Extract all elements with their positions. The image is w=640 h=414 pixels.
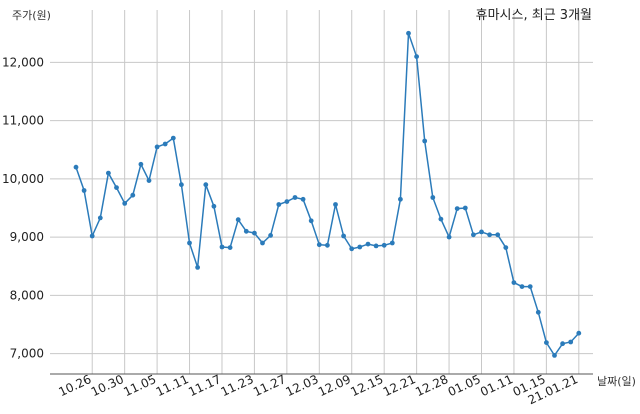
data-point xyxy=(284,199,290,205)
data-point xyxy=(170,135,176,141)
data-point xyxy=(398,196,403,202)
data-point xyxy=(195,265,201,270)
data-point xyxy=(227,245,233,251)
data-point xyxy=(325,242,330,248)
data-point xyxy=(268,233,273,238)
y-tick-label: 11,000 xyxy=(2,114,44,128)
data-point xyxy=(292,195,298,200)
data-point xyxy=(471,232,476,238)
y-tick-label: 7,000 xyxy=(10,347,44,361)
data-point xyxy=(73,164,79,170)
data-point xyxy=(454,206,460,212)
data-point xyxy=(576,330,582,336)
data-point xyxy=(422,138,428,144)
x-axis-title: 날짜(일) xyxy=(597,374,636,388)
data-point xyxy=(333,202,338,207)
data-point xyxy=(235,217,241,223)
data-point xyxy=(146,178,152,184)
data-point xyxy=(544,340,549,345)
data-point xyxy=(187,240,192,246)
x-tick-label: 11.11 xyxy=(154,372,191,399)
data-point xyxy=(81,188,87,193)
data-point xyxy=(560,341,565,347)
data-point xyxy=(276,202,282,207)
data-point xyxy=(365,241,371,247)
x-tick-label: 12.15 xyxy=(348,372,385,399)
y-tick-label: 9,000 xyxy=(10,230,44,244)
data-point xyxy=(406,30,411,36)
x-tick-label: 11.17 xyxy=(186,372,223,399)
series-points xyxy=(73,30,582,358)
chart-title: 휴마시스, 최근 3개월 xyxy=(476,8,592,23)
data-point xyxy=(252,230,257,236)
y-tick-label: 12,000 xyxy=(2,55,44,69)
data-point xyxy=(211,203,217,209)
data-point xyxy=(203,182,209,188)
data-point xyxy=(568,339,574,345)
x-tick-label: 12.21 xyxy=(381,372,418,399)
y-tick-label: 8,000 xyxy=(10,288,44,302)
x-axis-ticks: 10.2610.3011.0511.1111.1711.2311.2712.03… xyxy=(56,372,580,407)
x-tick-label: 10.30 xyxy=(89,372,126,399)
x-tick-label: 11.23 xyxy=(219,372,256,399)
data-point xyxy=(106,170,111,176)
x-tick-label: 01.05 xyxy=(446,372,483,399)
data-point xyxy=(462,205,468,211)
data-point xyxy=(130,192,136,198)
data-point xyxy=(219,244,225,250)
data-point xyxy=(316,242,322,248)
data-point xyxy=(430,195,436,200)
x-tick-label: 10.26 xyxy=(56,372,93,399)
data-point xyxy=(552,353,557,358)
data-point xyxy=(357,244,363,250)
x-tick-label: 01.11 xyxy=(478,372,515,399)
data-point xyxy=(138,161,144,167)
data-point xyxy=(438,216,444,222)
x-tick-label: 12.09 xyxy=(316,372,353,399)
data-point xyxy=(162,141,168,147)
data-point xyxy=(114,185,119,191)
data-point xyxy=(97,215,103,221)
data-point xyxy=(495,232,501,238)
data-point xyxy=(479,229,484,235)
data-point xyxy=(349,246,355,252)
data-point xyxy=(373,243,379,249)
series-line xyxy=(75,33,580,357)
data-point xyxy=(389,240,395,246)
x-tick-label: 12.28 xyxy=(413,372,450,399)
data-point xyxy=(154,144,160,150)
data-point xyxy=(381,242,387,248)
x-tick-label: 12.03 xyxy=(284,372,321,399)
grid xyxy=(50,10,593,374)
x-tick-label: 11.27 xyxy=(251,372,288,399)
x-tick-label: 11.05 xyxy=(121,372,158,399)
data-point xyxy=(487,232,492,238)
data-point xyxy=(122,201,128,206)
data-point xyxy=(179,182,184,188)
data-point xyxy=(527,284,533,289)
data-point xyxy=(446,234,452,240)
data-point xyxy=(414,54,419,59)
data-point xyxy=(511,280,517,285)
data-point xyxy=(341,233,346,239)
data-point xyxy=(300,196,306,202)
data-point xyxy=(243,228,249,234)
data-point xyxy=(260,240,265,246)
y-axis-title: 주가(원) xyxy=(12,9,51,22)
y-axis-ticks: 7,000 8,000 9,000 10,000 11,000 12,000 xyxy=(2,55,44,360)
data-point xyxy=(519,284,525,289)
y-tick-label: 10,000 xyxy=(2,172,44,186)
data-point xyxy=(89,233,95,239)
data-point xyxy=(503,245,509,251)
data-point xyxy=(308,218,314,224)
data-point xyxy=(535,309,541,315)
